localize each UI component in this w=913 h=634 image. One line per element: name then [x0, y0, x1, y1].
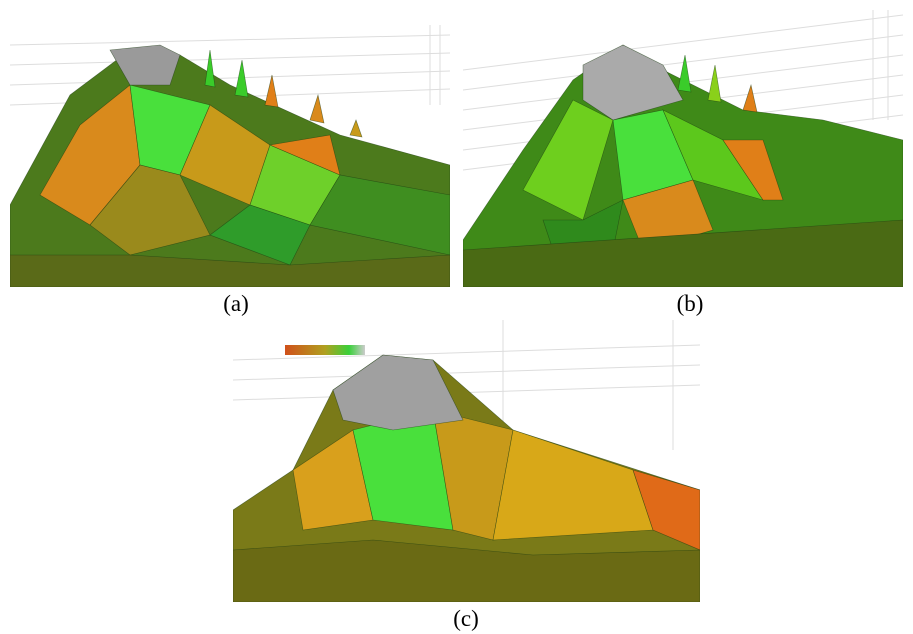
terrain-image-c: [233, 320, 700, 602]
caption-a: (a): [223, 291, 249, 317]
terrain-image-a: [10, 25, 450, 287]
color-bar: [285, 345, 365, 355]
figure: (a) (b): [0, 0, 913, 634]
caption-c: (c): [453, 606, 479, 632]
caption-b: (b): [677, 291, 704, 317]
terrain-image-b: [463, 10, 903, 287]
